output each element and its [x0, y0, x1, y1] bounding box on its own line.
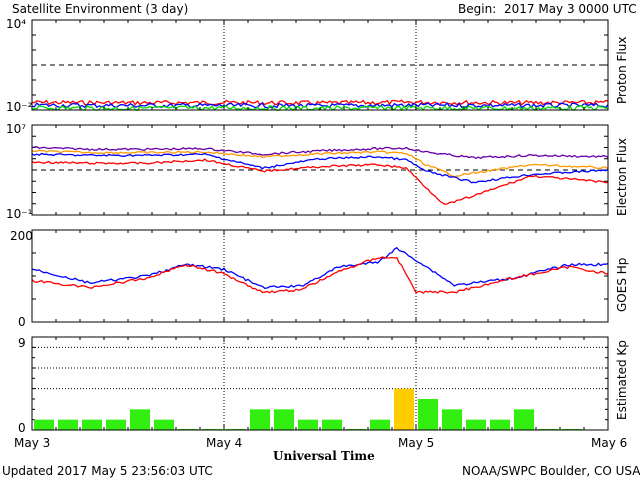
chart-title: Satellite Environment (3 day): [12, 2, 189, 16]
proton-flux-label: Proton Flux: [615, 36, 629, 104]
data-source: NOAA/SWPC Boulder, CO USA: [462, 464, 640, 478]
kp-bar: [154, 419, 174, 430]
kp-bar: [562, 428, 582, 430]
kp-bar: [370, 419, 390, 430]
updated-timestamp: Updated 2017 May 5 23:56:03 UTC: [2, 464, 213, 478]
proton-ytick-max: 10⁴: [6, 17, 27, 31]
kp-bar: [106, 419, 126, 430]
x-tick-may6: May 6: [591, 436, 628, 450]
kp-bar: [82, 419, 102, 430]
kp-bar: [466, 419, 486, 430]
goes-hp-label: GOES Hp: [615, 257, 629, 312]
electron-ytick-max: 10⁷: [6, 122, 27, 136]
proton-ytick-min: 10⁻²: [6, 100, 33, 114]
kp-bar: [226, 428, 246, 430]
electron-ytick-min: 10⁻¹: [6, 207, 33, 221]
goes_hp-series-red: [31, 256, 608, 294]
x-tick-may5: May 5: [398, 436, 435, 450]
x-tick-may4: May 4: [206, 436, 243, 450]
kp-bar: [418, 399, 438, 430]
hp-ytick-max: 200: [10, 229, 33, 243]
electron-series-orange: [31, 149, 609, 178]
proton-series-red: [31, 99, 609, 107]
kp-bar: [346, 428, 366, 430]
electron-series-blue: [31, 152, 609, 184]
electron-series-red: [31, 158, 609, 205]
kp-ytick-min: 0: [18, 421, 26, 435]
kp-bar: [514, 409, 534, 430]
kp-bar: [34, 419, 54, 430]
kp-bar: [538, 428, 558, 430]
kp-bar: [178, 428, 198, 430]
kp-bar: [298, 419, 318, 430]
kp-bar: [58, 419, 78, 430]
begin-label: Begin:: [458, 2, 497, 16]
begin-value: 2017 May 3 0000 UTC: [504, 2, 637, 16]
kp-bar: [442, 409, 462, 430]
kp-bar: [490, 419, 510, 430]
electron-series-purple: [31, 146, 609, 160]
kp-bar: [130, 409, 150, 430]
x-axis-label: Universal Time: [273, 449, 375, 463]
estimated-kp-label: Estimated Kp: [615, 340, 629, 420]
kp-bar: [250, 409, 270, 430]
kp-ytick-max: 9: [18, 336, 26, 350]
x-tick-may3: May 3: [14, 436, 51, 450]
kp-bar: [322, 419, 342, 430]
electron-flux-label: Electron Flux: [615, 138, 629, 216]
hp-ytick-min: 0: [18, 315, 26, 329]
kp-bar: [394, 388, 414, 430]
proton-series-blue: [31, 102, 609, 109]
kp-bar: [274, 409, 294, 430]
kp-bar: [202, 428, 222, 430]
